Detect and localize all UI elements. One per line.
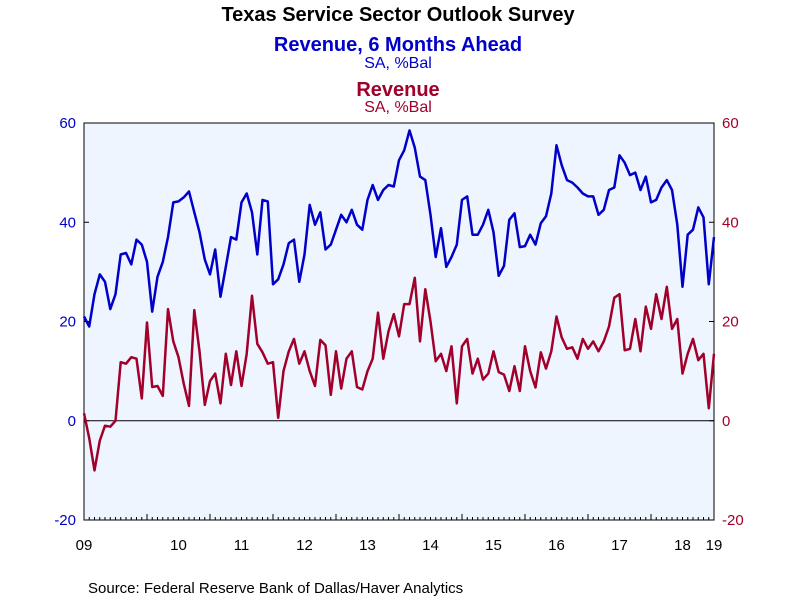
left-tick-label: 60 — [59, 115, 76, 132]
left-tick-label: 40 — [59, 214, 76, 231]
right-tick-label: 60 — [722, 115, 739, 132]
plot-area — [83, 122, 715, 521]
x-tick-label: 15 — [485, 537, 502, 554]
x-tick-label: 11 — [234, 537, 250, 554]
right-tick-label: 40 — [722, 214, 739, 231]
right-axis: 60 40 20 0 -20 — [709, 115, 744, 529]
x-tick-label: 14 — [422, 537, 439, 554]
x-tick-label: 17 — [611, 537, 628, 554]
x-tick-label: 16 — [548, 537, 565, 554]
right-tick-label: 0 — [722, 413, 730, 430]
x-tick-label: 13 — [359, 537, 376, 554]
series-line-revenue-6-months-ahead — [82, 129, 716, 328]
left-tick-label: 20 — [59, 314, 76, 331]
series-2-subtitle: SA, %Bal — [364, 99, 432, 116]
series-1-subtitle: SA, %Bal — [364, 55, 432, 72]
x-tick-label: 19 — [706, 537, 723, 554]
x-tick-label: 18 — [674, 537, 691, 554]
x-tick-label: 12 — [296, 537, 313, 554]
chart-title: Texas Service Sector Outlook Survey — [221, 4, 575, 26]
series-line-revenue — [82, 276, 716, 472]
source-note: Source: Federal Reserve Bank of Dallas/H… — [88, 580, 463, 597]
series-2-title: Revenue — [356, 79, 439, 101]
x-tick-label: 10 — [170, 537, 187, 554]
series-1-title: Revenue, 6 Months Ahead — [274, 34, 522, 56]
left-tick-label: 0 — [68, 413, 76, 430]
x-tick-label: 09 — [76, 537, 93, 554]
right-tick-label: 20 — [722, 314, 739, 331]
x-axis: 09 10 11 12 13 14 15 16 17 18 19 — [76, 514, 723, 554]
left-axis: 60 40 20 0 -20 — [54, 115, 89, 529]
left-tick-label: -20 — [54, 512, 76, 529]
right-tick-label: -20 — [722, 512, 744, 529]
